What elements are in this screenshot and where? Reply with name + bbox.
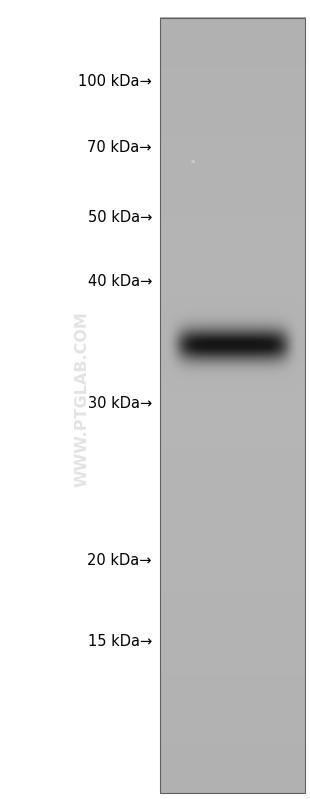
Bar [160, 18, 305, 793]
Text: 70 kDa→: 70 kDa→ [87, 141, 152, 155]
Text: 15 kDa→: 15 kDa→ [88, 634, 152, 649]
Text: 100 kDa→: 100 kDa→ [78, 74, 152, 89]
Text: WWW.PTGLAB.COM: WWW.PTGLAB.COM [75, 312, 90, 487]
Text: 20 kDa→: 20 kDa→ [87, 553, 152, 567]
Text: 50 kDa→: 50 kDa→ [87, 210, 152, 225]
Text: 40 kDa→: 40 kDa→ [87, 273, 152, 288]
Text: 30 kDa→: 30 kDa→ [88, 396, 152, 411]
